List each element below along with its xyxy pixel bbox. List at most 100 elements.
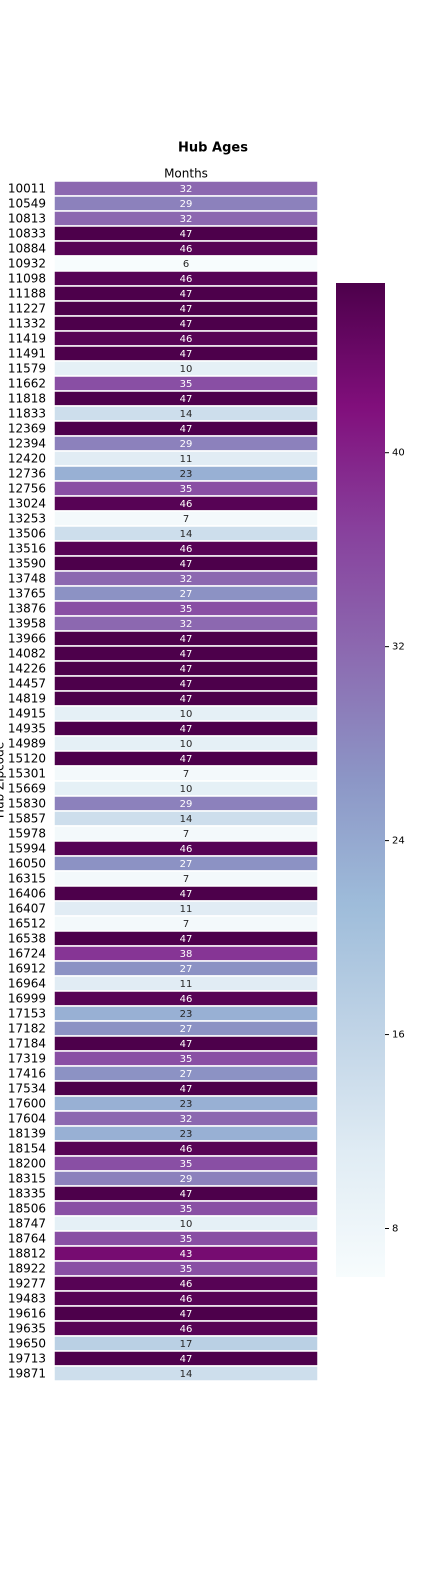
y-tick-label: 10011 <box>8 182 46 196</box>
colorbar <box>336 283 385 1277</box>
cell-label: 10 <box>180 784 193 795</box>
cell-label: 47 <box>180 634 193 645</box>
y-tick-label: 15301 <box>8 767 46 781</box>
y-tick-label: 11227 <box>8 302 46 316</box>
cell-label: 14 <box>180 529 193 540</box>
cell-label: 46 <box>180 544 193 555</box>
cell-label: 14 <box>180 1369 193 1380</box>
cell-label: 23 <box>180 1099 193 1110</box>
cell-label: 11 <box>180 979 193 990</box>
cell-label: 27 <box>180 589 193 600</box>
colorbar-tick-label: 16 <box>392 1030 405 1041</box>
y-tick-label: 10833 <box>8 227 46 241</box>
heat-cell <box>53 1365 319 1382</box>
cell-label: 46 <box>180 499 193 510</box>
y-tick-label: 13958 <box>8 617 46 631</box>
cell-label: 35 <box>180 1054 193 1065</box>
y-tick-label: 11818 <box>8 392 46 406</box>
y-tick-label: 11332 <box>8 317 46 331</box>
cell-label: 7 <box>183 769 189 780</box>
y-tick-label: 18200 <box>8 1157 46 1171</box>
y-tick-label: 14915 <box>8 707 46 721</box>
y-tick-label: 16724 <box>8 947 46 961</box>
cell-label: 10 <box>180 709 193 720</box>
y-tick-label: 12369 <box>8 422 46 436</box>
cell-label: 35 <box>180 1159 193 1170</box>
y-tick-label: 17534 <box>8 1082 46 1096</box>
y-tick-label: 12420 <box>8 452 46 466</box>
cell-label: 43 <box>180 1249 193 1260</box>
y-tick-label: 17600 <box>8 1097 46 1111</box>
y-tick-label: 18315 <box>8 1172 46 1186</box>
cell-label: 47 <box>180 664 193 675</box>
y-tick-label: 14226 <box>8 662 46 676</box>
y-tick-label: 18335 <box>8 1187 46 1201</box>
y-tick-label: 11098 <box>8 272 46 286</box>
cell-label: 32 <box>180 574 193 585</box>
y-tick-label: 16406 <box>8 887 46 901</box>
cell-label: 46 <box>180 334 193 345</box>
cell-label: 35 <box>180 1204 193 1215</box>
y-tick-label: 18922 <box>8 1262 46 1276</box>
chart-title: Hub Ages <box>178 141 248 156</box>
y-tick-label: 18154 <box>8 1142 46 1156</box>
cell-label: 35 <box>180 484 193 495</box>
y-tick-label: 18812 <box>8 1247 46 1261</box>
cell-label: 14 <box>180 814 193 825</box>
y-tick-label: 15857 <box>8 812 46 826</box>
cell-label: 14 <box>180 409 193 420</box>
cell-label: 27 <box>180 859 193 870</box>
y-tick-label: 19871 <box>8 1367 46 1381</box>
cell-label: 47 <box>180 304 193 315</box>
cell-label: 47 <box>180 319 193 330</box>
y-tick-label: 19650 <box>8 1337 46 1351</box>
cell-label: 47 <box>180 934 193 945</box>
y-tick-label: 13765 <box>8 587 46 601</box>
cell-label: 32 <box>180 214 193 225</box>
y-tick-label: 12756 <box>8 482 46 496</box>
y-tick-label: 13876 <box>8 602 46 616</box>
y-tick-label: 19635 <box>8 1322 46 1336</box>
y-tick-label: 17182 <box>8 1022 46 1036</box>
y-tick-label: 11188 <box>8 287 46 301</box>
cell-label: 47 <box>180 679 193 690</box>
cell-label: 46 <box>180 244 193 255</box>
cell-label: 47 <box>180 1084 193 1095</box>
cell-label: 10 <box>180 739 193 750</box>
y-tick-label: 13024 <box>8 497 46 511</box>
y-tick-label: 17604 <box>8 1112 46 1126</box>
cell-label: 46 <box>180 844 193 855</box>
colorbar-tick-label: 24 <box>392 836 405 847</box>
y-tick-label: 19277 <box>8 1277 46 1291</box>
cell-label: 47 <box>180 694 193 705</box>
cell-label: 10 <box>180 364 193 375</box>
cell-label: 17 <box>180 1339 193 1350</box>
colorbar-tick-label: 8 <box>392 1224 398 1235</box>
cell-label: 27 <box>180 1024 193 1035</box>
cell-label: 47 <box>180 754 193 765</box>
y-tick-label: 14935 <box>8 722 46 736</box>
cell-label: 29 <box>180 439 193 450</box>
cell-label: 35 <box>180 379 193 390</box>
y-tick-label: 19713 <box>8 1352 46 1366</box>
y-tick-label: 15830 <box>8 797 46 811</box>
y-tick-label: 13748 <box>8 572 46 586</box>
cell-label: 47 <box>180 1189 193 1200</box>
y-tick-label: 15669 <box>8 782 46 796</box>
cell-label: 46 <box>180 994 193 1005</box>
x-axis-label: Months <box>164 167 208 181</box>
y-tick-label: 11833 <box>8 407 46 421</box>
cell-label: 46 <box>180 1294 193 1305</box>
cell-label: 10 <box>180 1219 193 1230</box>
cell-label: 23 <box>180 1129 193 1140</box>
y-tick-label: 11491 <box>8 347 46 361</box>
cell-label: 47 <box>180 889 193 900</box>
cell-label: 46 <box>180 274 193 285</box>
y-tick-label: 14082 <box>8 647 46 661</box>
cell-label: 32 <box>180 184 193 195</box>
y-tick-label: 16912 <box>8 962 46 976</box>
cell-label: 47 <box>180 1309 193 1320</box>
y-tick-label: 16315 <box>8 872 46 886</box>
cell-label: 47 <box>180 1039 193 1050</box>
